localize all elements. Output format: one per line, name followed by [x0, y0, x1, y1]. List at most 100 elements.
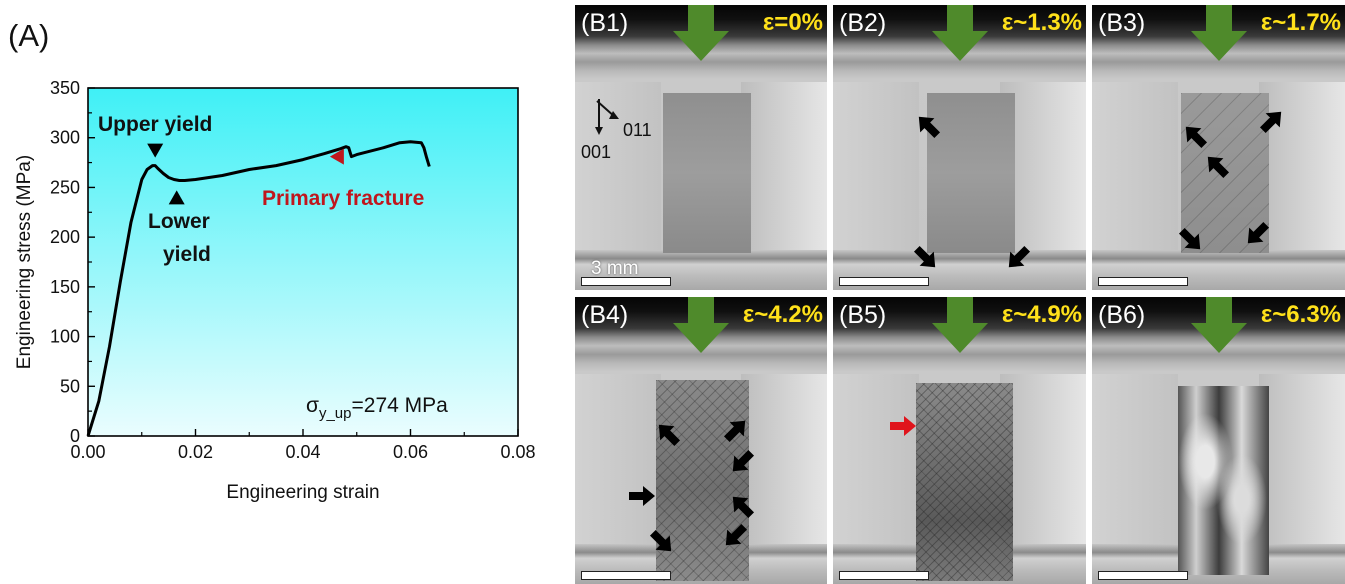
sigma-subscript: y_up: [319, 405, 352, 422]
specimen: [926, 93, 1016, 253]
y-tick-label: 150: [50, 277, 80, 297]
stress-strain-chart: (A) 0.00 0.02 0.04 0.06 0.08 0 50 100 150 200 250 3…: [8, 18, 536, 503]
sigma-value: =274 MPa: [352, 394, 449, 417]
slip-band-arrow-icon: [1259, 111, 1282, 134]
panel-b6: (B6) ε~6.3%: [1092, 297, 1345, 584]
x-axis-label: Engineering strain: [226, 482, 379, 503]
y-tick-label: 300: [50, 128, 80, 148]
grip-right: [999, 374, 1086, 544]
plot-frame: [87, 87, 519, 437]
primary-fracture-marker: [329, 148, 344, 165]
slip-band-arrow-icon: [1247, 221, 1270, 244]
grip-left: [575, 374, 661, 544]
plot-area: [88, 88, 518, 436]
panel-a-label: (A): [8, 18, 49, 53]
x-tick-label: 0.04: [285, 442, 320, 462]
panel-label: (B4): [581, 301, 629, 329]
slip-band-arrow-icon: [913, 245, 936, 268]
lower-yield-marker: [168, 190, 185, 205]
scale-bar: [581, 277, 671, 286]
x-tick-label: 0.02: [178, 442, 213, 462]
stress-strain-curve: [86, 140, 431, 437]
image-panels: (B1) ε=0% 011 001 3 mm (B2) ε~1.3% (B3) …: [575, 5, 1345, 584]
sigma-symbol: σ: [306, 394, 319, 417]
panel-label: (B1): [581, 9, 629, 37]
y-tick-label: 350: [50, 78, 80, 98]
specimen: [663, 93, 752, 253]
slip-band-arrow-icon: [732, 449, 755, 472]
y-tick-label: 50: [60, 376, 80, 396]
fracture-arrow-icon: [890, 416, 916, 436]
scale-bar: [1098, 277, 1188, 286]
marker-layer: [147, 143, 344, 205]
x-tick-label: 0.08: [500, 442, 535, 462]
upper-yield-marker: [147, 143, 164, 158]
panel-b4: (B4) ε~4.2%: [575, 297, 827, 584]
grip-left: [1092, 81, 1179, 251]
y-tick-label: 0: [70, 426, 80, 446]
grip-right: [741, 374, 827, 544]
grip-right: [1258, 374, 1345, 544]
x-tick-label: 0.06: [393, 442, 428, 462]
panel-b1: (B1) ε=0% 011 001 3 mm: [575, 5, 827, 290]
load-arrow-icon: [1190, 5, 1247, 61]
slip-band-arrow-icon: [732, 496, 755, 519]
slip-band-arrow-icon: [658, 424, 681, 447]
slip-band-arrow-icon: [918, 116, 941, 139]
grip-right: [741, 81, 827, 251]
slip-band-arrow-icon: [1207, 156, 1230, 179]
specimen: [1178, 385, 1270, 576]
scale-bar: [581, 571, 671, 580]
grip-left: [1092, 374, 1179, 544]
grip-right: [1258, 81, 1345, 251]
scale-bar: [1098, 571, 1188, 580]
yield-stress-annotation: σy_up=274 MPa: [306, 394, 448, 422]
grip-left: [575, 81, 661, 251]
strain-label: ε~1.7%: [1260, 9, 1341, 36]
y-tick-label: 250: [50, 177, 80, 197]
panel-label: (B6): [1098, 301, 1146, 329]
panel-b3: (B3) ε~1.7%: [1092, 5, 1345, 290]
crystal-orientation-icon: [595, 99, 619, 135]
orientation-011-label: 011: [623, 120, 652, 140]
slip-band-arrow-icon: [1178, 227, 1201, 250]
strain-label: ε~6.3%: [1260, 301, 1341, 328]
y-tick-label: 100: [50, 327, 80, 347]
grip-left: [833, 374, 920, 544]
curve-layer: [86, 140, 431, 437]
lower-yield-label-1: Lower: [148, 210, 210, 233]
slip-band-arrow-icon: [649, 529, 672, 552]
slip-band-arrow-icon: [629, 486, 655, 506]
panel-b5: (B5) ε~4.9%: [833, 297, 1086, 584]
primary-fracture-label: Primary fracture: [262, 187, 424, 210]
grip-left: [833, 81, 920, 251]
load-arrow-icon: [673, 297, 729, 353]
y-tick-label: 200: [50, 227, 80, 247]
orientation-001-label: 001: [581, 142, 612, 162]
lower-yield-label-2: yield: [163, 243, 211, 266]
slip-band-arrow-icon: [1008, 245, 1031, 268]
y-axis-label: Engineering stress (MPa): [14, 155, 35, 369]
panel-label: (B5): [839, 301, 887, 329]
load-arrow-icon: [1190, 297, 1247, 353]
load-arrow-icon: [673, 5, 729, 61]
specimen: [655, 380, 749, 582]
slip-band-arrow-icon: [723, 420, 746, 443]
panel-b2: (B2) ε~1.3%: [833, 5, 1086, 290]
specimen: [916, 383, 1013, 582]
strain-label: ε=0%: [762, 9, 823, 36]
axes: 0.00 0.02 0.04 0.06 0.08 0 50 100 150 200 250 300 35…: [50, 78, 536, 462]
scale-bar-label: 3 mm: [591, 258, 639, 279]
load-arrow-icon: [931, 5, 988, 61]
x-tick-label: 0.00: [70, 442, 105, 462]
load-arrow-icon: [931, 297, 988, 353]
strain-label: ε~4.2%: [742, 301, 823, 328]
upper-yield-label: Upper yield: [98, 113, 212, 136]
panel-label: (B3): [1098, 9, 1146, 37]
strain-label: ε~4.9%: [1001, 301, 1082, 328]
panel-label: (B2): [839, 9, 887, 37]
slip-band-arrow-icon: [1185, 126, 1208, 149]
strain-label: ε~1.3%: [1001, 9, 1082, 36]
scale-bar: [839, 571, 929, 580]
scale-bar: [839, 277, 929, 286]
